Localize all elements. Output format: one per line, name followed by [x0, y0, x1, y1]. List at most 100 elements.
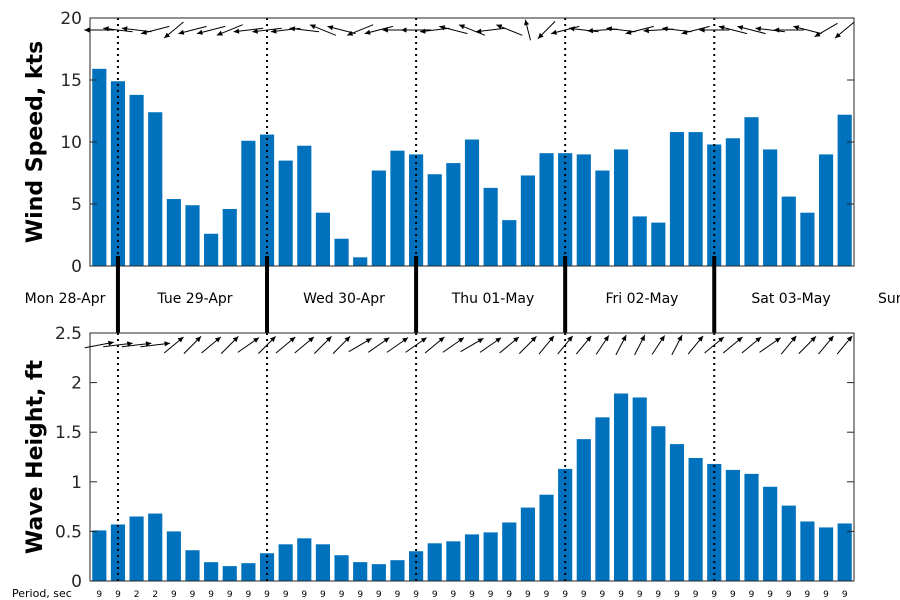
direction-arrow: [289, 26, 320, 33]
period-value: 9: [115, 590, 121, 600]
direction-arrow: [651, 335, 666, 355]
arrow-head: [141, 29, 147, 35]
direction-arrow: [121, 341, 152, 348]
direction-arrow: [294, 336, 315, 354]
bar: [390, 150, 405, 266]
bar: [446, 541, 461, 581]
direction-arrow: [479, 337, 502, 353]
y-axis-label: Wind Speed, kts: [23, 41, 48, 243]
period-value: 9: [525, 590, 531, 600]
period-value: 9: [283, 590, 289, 600]
direction-arrow: [460, 337, 484, 353]
bar: [278, 544, 293, 581]
bar: [818, 527, 834, 581]
direction-arrow: [237, 337, 260, 353]
bar: [707, 463, 722, 581]
period-row-label: Period, sec: [12, 587, 72, 600]
arrow-head: [232, 336, 239, 343]
y-tick-label: 5: [71, 195, 82, 215]
period-value: 9: [339, 590, 345, 600]
arrow-head: [177, 337, 184, 343]
bar: [464, 534, 480, 581]
direction-arrow: [557, 335, 574, 355]
day-label: Sat 03-May: [751, 291, 830, 307]
bar: [744, 473, 759, 581]
direction-arrow: [121, 26, 152, 33]
direction-arrow: [737, 25, 766, 35]
direction-arrow: [84, 340, 114, 349]
arrow-head: [108, 340, 114, 346]
bar: [148, 112, 163, 267]
period-value: 9: [301, 590, 307, 600]
arrow-head: [640, 335, 645, 342]
arrow-head: [677, 335, 683, 342]
bar: [632, 397, 647, 581]
bar: [837, 114, 852, 266]
arrow-head: [496, 24, 503, 30]
direction-arrow: [496, 24, 523, 36]
bar: [353, 257, 368, 266]
period-value: 9: [264, 590, 270, 600]
direction-arrow: [103, 26, 133, 33]
period-value: 9: [246, 590, 252, 600]
direction-arrow: [681, 25, 710, 35]
period-value: 9: [451, 590, 457, 600]
bar: [185, 550, 200, 581]
day-labels-band: Mon 28-Apr Tue 29-Apr Wed 30-Apr Thu 01-…: [25, 256, 900, 333]
arrow-head: [643, 28, 649, 34]
arrow-head: [84, 27, 90, 33]
period-value: 9: [376, 590, 382, 600]
bar: [688, 132, 703, 266]
arrow-head: [365, 338, 372, 344]
direction-arrow: [216, 24, 243, 36]
arrow-head: [270, 336, 276, 343]
arrow-head: [606, 26, 612, 32]
arrow-head: [145, 341, 152, 347]
arrow-head: [347, 30, 354, 36]
direction-arrow: [140, 341, 171, 348]
arrow-head: [233, 28, 240, 34]
direction-arrow: [475, 27, 506, 34]
arrow-head: [548, 335, 554, 342]
arrow-head: [718, 337, 724, 343]
arrow-head: [420, 337, 427, 343]
bar: [613, 149, 629, 266]
bar: [837, 523, 852, 581]
arrow-head: [475, 28, 482, 34]
period-value: 9: [357, 590, 363, 600]
period-value: 9: [208, 590, 214, 600]
arrow-head: [587, 28, 593, 34]
arrow-head: [121, 26, 128, 32]
period-value: 9: [655, 590, 661, 600]
bar: [483, 532, 498, 581]
arrow-head: [835, 32, 841, 38]
y-tick-label: 1.5: [55, 423, 82, 443]
bar: [334, 555, 349, 581]
bar: [763, 486, 778, 581]
arrow-head: [439, 25, 446, 31]
direction-arrow: [818, 335, 834, 355]
bar: [110, 81, 126, 267]
period-value: 9: [395, 590, 401, 600]
bar: [744, 117, 759, 266]
direction-arrow: [439, 25, 468, 35]
direction-arrow: [313, 336, 332, 354]
direction-arrow: [718, 25, 748, 35]
period-value: 9: [618, 590, 624, 600]
direction-arrow: [595, 335, 610, 355]
direction-arrow: [538, 335, 555, 355]
bar: [259, 134, 275, 266]
direction-arrow: [140, 25, 170, 35]
arrow-head: [195, 336, 202, 343]
bar: [613, 393, 629, 581]
arrow-head: [551, 29, 557, 35]
period-value: 9: [842, 590, 848, 600]
plot-frame: [89, 332, 855, 582]
bar: [725, 138, 740, 266]
arrow-head: [197, 29, 203, 35]
direction-arrow: [275, 336, 296, 354]
bar: [204, 233, 219, 266]
arrow-head: [382, 27, 388, 33]
arrow-head: [178, 29, 185, 35]
